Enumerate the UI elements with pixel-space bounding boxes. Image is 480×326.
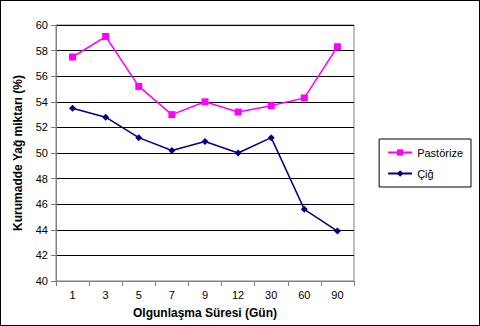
svg-text:Pastörize: Pastörize (417, 147, 463, 159)
svg-text:40: 40 (36, 275, 48, 287)
svg-text:9: 9 (202, 289, 208, 301)
svg-text:50: 50 (36, 147, 48, 159)
svg-text:42: 42 (36, 249, 48, 261)
svg-text:Çiğ: Çiğ (417, 168, 434, 180)
svg-text:44: 44 (36, 224, 48, 236)
svg-text:48: 48 (36, 173, 48, 185)
svg-text:90: 90 (331, 289, 343, 301)
svg-text:46: 46 (36, 198, 48, 210)
svg-text:56: 56 (36, 70, 48, 82)
svg-text:5: 5 (136, 289, 142, 301)
svg-text:52: 52 (36, 121, 48, 133)
svg-text:54: 54 (36, 96, 48, 108)
svg-text:Olgunlaşma Süresi (Gün): Olgunlaşma Süresi (Gün) (133, 306, 277, 320)
svg-text:30: 30 (265, 289, 277, 301)
svg-text:1: 1 (69, 289, 75, 301)
svg-text:60: 60 (36, 19, 48, 31)
svg-text:7: 7 (169, 289, 175, 301)
svg-text:60: 60 (298, 289, 310, 301)
svg-text:3: 3 (103, 289, 109, 301)
svg-text:12: 12 (232, 289, 244, 301)
svg-text:Kurumadde Yağ miktarı (%): Kurumadde Yağ miktarı (%) (11, 75, 25, 231)
svg-text:58: 58 (36, 45, 48, 57)
